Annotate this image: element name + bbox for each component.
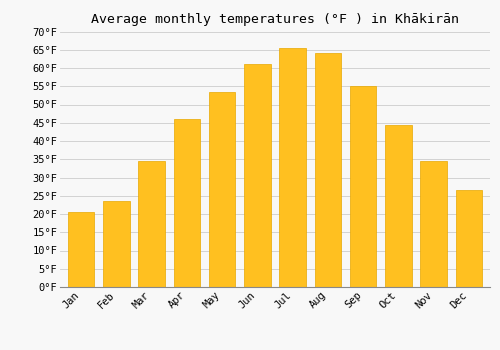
Bar bbox=[138, 161, 165, 287]
Bar bbox=[174, 119, 200, 287]
Bar bbox=[280, 48, 306, 287]
Bar bbox=[68, 212, 94, 287]
Bar bbox=[420, 161, 447, 287]
Title: Average monthly temperatures (°F ) in Khākirān: Average monthly temperatures (°F ) in Kh… bbox=[91, 13, 459, 26]
Bar bbox=[314, 54, 341, 287]
Bar bbox=[209, 92, 236, 287]
Bar bbox=[103, 201, 130, 287]
Bar bbox=[350, 86, 376, 287]
Bar bbox=[244, 64, 270, 287]
Bar bbox=[385, 125, 411, 287]
Bar bbox=[456, 190, 482, 287]
